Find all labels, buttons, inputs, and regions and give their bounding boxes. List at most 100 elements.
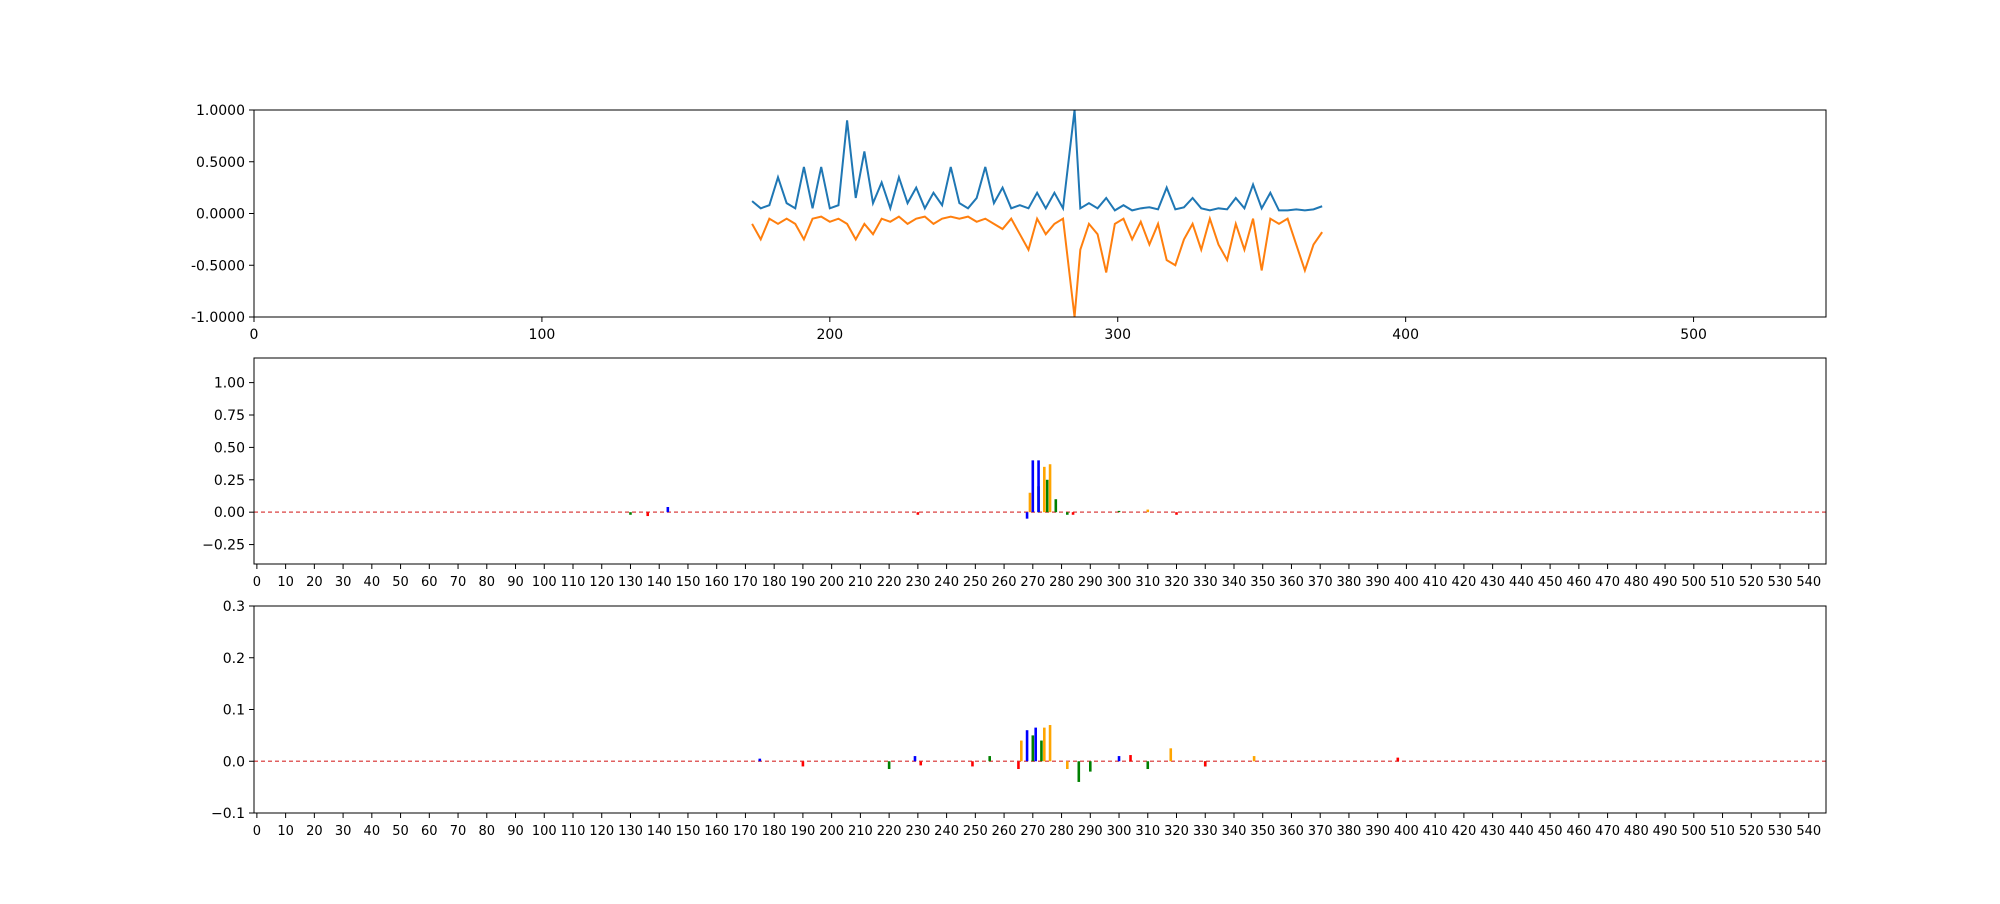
x-tick-label: 150 <box>676 575 701 590</box>
logo-bar <box>1146 509 1150 513</box>
x-tick-label: 150 <box>676 824 701 839</box>
x-tick-label: 370 <box>1308 824 1333 839</box>
x-tick-label: 460 <box>1566 824 1591 839</box>
y-tick-label: -1.0000 <box>191 310 245 326</box>
y-tick-label: 0.3 <box>223 599 245 615</box>
x-tick-label: 70 <box>450 575 467 590</box>
x-tick-label: 290 <box>1078 575 1103 590</box>
x-tick-label: 60 <box>421 824 438 839</box>
logo-bar <box>1034 727 1037 762</box>
x-tick-label: 90 <box>507 824 524 839</box>
x-tick-label: 300 <box>1107 824 1132 839</box>
logo-bar <box>1043 466 1046 513</box>
x-tick-label: 330 <box>1193 824 1218 839</box>
x-tick-label: 380 <box>1337 824 1362 839</box>
x-tick-label: 240 <box>934 575 959 590</box>
logo-bar <box>1040 740 1043 762</box>
x-tick-label: 190 <box>790 824 815 839</box>
x-tick-label: 220 <box>877 824 902 839</box>
logo-bar <box>1077 761 1081 782</box>
x-tick-label: 120 <box>589 824 614 839</box>
x-tick-label: 340 <box>1222 824 1247 839</box>
logo-bar <box>916 512 920 515</box>
logo-bar <box>1048 464 1052 513</box>
x-tick-label: 490 <box>1653 575 1678 590</box>
y-tick-label: 0.25 <box>214 473 245 489</box>
logo-bar <box>1020 740 1023 762</box>
logo-bar <box>1025 512 1029 519</box>
x-tick-label: 220 <box>877 575 902 590</box>
x-tick-label: 130 <box>618 824 643 839</box>
x-tick-label: 210 <box>848 575 873 590</box>
logo-bar <box>646 512 650 517</box>
logo-bar <box>1045 479 1049 513</box>
x-tick-label: 180 <box>762 824 787 839</box>
logo-bar <box>1252 756 1256 762</box>
x-tick-label: 160 <box>704 575 729 590</box>
logo-bar <box>1396 757 1400 762</box>
logo-bar <box>1066 761 1069 770</box>
logo-bar <box>971 761 974 767</box>
axes-frame <box>253 357 1827 565</box>
y-tick-label: 0.5000 <box>196 155 245 171</box>
x-tick-label: 320 <box>1164 575 1189 590</box>
x-tick-label: 400 <box>1394 575 1419 590</box>
x-tick-label: 110 <box>561 575 586 590</box>
x-tick-label: 250 <box>963 824 988 839</box>
y-tick-label: 0.0 <box>223 754 245 770</box>
x-tick-label: 210 <box>848 824 873 839</box>
logo-bar <box>1031 460 1035 513</box>
x-tick-label: 60 <box>421 575 438 590</box>
x-tick-label: 260 <box>992 575 1017 590</box>
x-tick-label: 230 <box>905 824 930 839</box>
x-tick-label: 100 <box>532 575 557 590</box>
y-tick-label: −0.1 <box>211 806 245 822</box>
x-tick-label: 370 <box>1308 575 1333 590</box>
x-tick-label: 50 <box>392 575 409 590</box>
y-tick-label: −0.25 <box>202 538 245 554</box>
x-tick-label: 420 <box>1451 824 1476 839</box>
x-tick-label: 200 <box>819 824 844 839</box>
x-tick-label: 20 <box>306 824 323 839</box>
x-tick-label: 100 <box>532 824 557 839</box>
x-tick-label: 410 <box>1423 824 1448 839</box>
logo-bar <box>887 761 891 770</box>
x-tick-label: 330 <box>1193 575 1218 590</box>
logo-bar <box>629 512 632 515</box>
axes-frame <box>253 109 1827 318</box>
logo-bar <box>1175 512 1178 515</box>
x-tick-label: 250 <box>963 575 988 590</box>
logo-bar <box>1169 748 1173 762</box>
y-tick-label: 0.50 <box>214 440 245 456</box>
x-tick-label: 280 <box>1049 575 1074 590</box>
x-tick-label: 400 <box>1394 824 1419 839</box>
x-tick-label: 310 <box>1135 824 1160 839</box>
x-tick-label: 390 <box>1365 575 1390 590</box>
logo-bar <box>1028 492 1032 513</box>
x-tick-label: 260 <box>992 824 1017 839</box>
x-tick-label: 300 <box>1107 575 1132 590</box>
line-series <box>751 110 1323 212</box>
y-tick-label: 1.00 <box>214 376 245 392</box>
x-tick-label: 120 <box>589 575 614 590</box>
logo-bar <box>1066 512 1069 515</box>
x-tick-label: 110 <box>561 824 586 839</box>
x-tick-label: 450 <box>1538 824 1563 839</box>
x-tick-label: 170 <box>733 824 758 839</box>
x-tick-label: 360 <box>1279 824 1304 839</box>
x-tick-label: 140 <box>647 575 672 590</box>
axes-frame <box>253 605 1827 814</box>
x-tick-label: 540 <box>1796 575 1821 590</box>
x-tick-label: 300 <box>1104 327 1131 343</box>
logo-bar <box>1043 727 1046 762</box>
x-tick-label: 10 <box>277 824 294 839</box>
x-tick-label: 470 <box>1595 824 1620 839</box>
logo-bar <box>919 761 923 766</box>
x-tick-label: 130 <box>618 575 643 590</box>
x-tick-label: 10 <box>277 575 294 590</box>
logo-bar <box>1048 725 1052 762</box>
x-tick-label: 140 <box>647 824 672 839</box>
x-tick-label: 480 <box>1624 575 1649 590</box>
